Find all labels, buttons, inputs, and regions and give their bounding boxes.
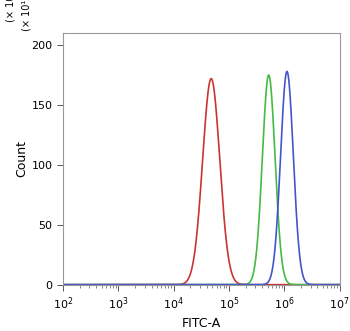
Y-axis label: Count: Count (16, 140, 29, 177)
X-axis label: FITC-A: FITC-A (182, 317, 221, 330)
Text: (× 10¹): (× 10¹) (5, 0, 15, 22)
Text: (× 10¹): (× 10¹) (22, 0, 32, 30)
